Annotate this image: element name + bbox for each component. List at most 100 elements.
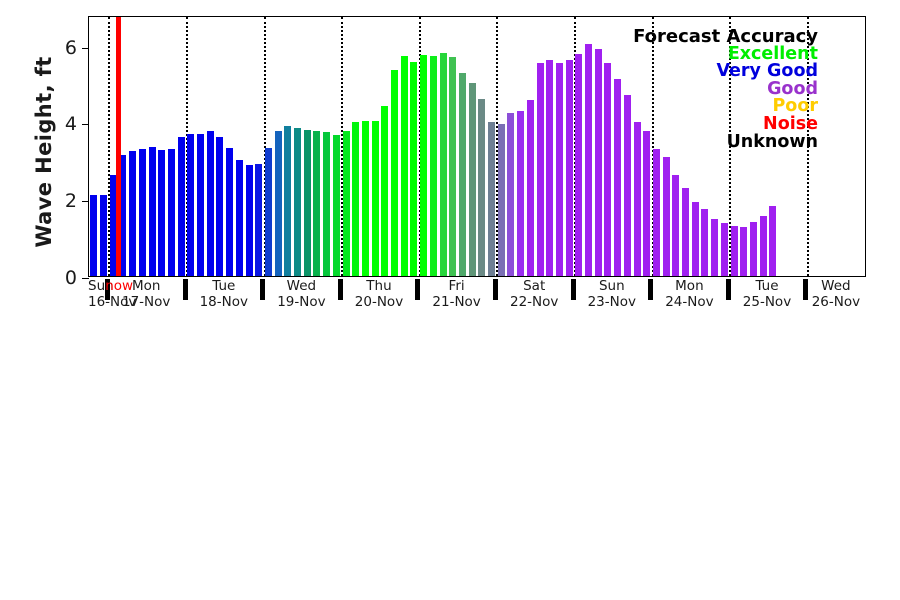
bar bbox=[614, 78, 622, 276]
x-axis-day-tick bbox=[415, 279, 421, 300]
bar bbox=[342, 131, 350, 276]
bar bbox=[439, 52, 447, 276]
bar bbox=[90, 194, 98, 276]
bar bbox=[206, 130, 214, 276]
day-of-week: Wed bbox=[286, 278, 317, 294]
bar bbox=[730, 226, 738, 276]
legend-items: Excellent Very Good Good Poor Noise Unknown bbox=[633, 43, 818, 152]
bar bbox=[507, 112, 515, 276]
day-date: 16-Nov bbox=[88, 293, 137, 310]
bar bbox=[604, 62, 612, 276]
y-tick-4 bbox=[82, 124, 89, 126]
bar bbox=[672, 174, 680, 276]
x-axis-day-label-23-Nov: Sun 23-Nov bbox=[573, 278, 651, 310]
day-of-week: Tue bbox=[755, 278, 779, 294]
x-axis-day-tick bbox=[725, 279, 731, 300]
day-date: 20-Nov bbox=[354, 293, 404, 310]
bar bbox=[526, 100, 534, 276]
bar bbox=[565, 60, 573, 276]
y-tick-label-0: 0 bbox=[64, 267, 77, 289]
legend: Forecast Accuracy Excellent Very Good Good… bbox=[633, 28, 818, 151]
bar bbox=[158, 149, 166, 276]
bar bbox=[119, 154, 127, 276]
bar bbox=[167, 148, 175, 276]
y-tick-label-4: 4 bbox=[64, 113, 77, 136]
bar bbox=[662, 157, 670, 276]
day-of-week: Wed bbox=[821, 278, 851, 294]
day-separator bbox=[574, 17, 576, 276]
x-axis-day-label-18-Nov: Tue 18-Nov bbox=[185, 278, 263, 310]
day-date: 21-Nov bbox=[432, 293, 481, 310]
y-tick-2 bbox=[82, 201, 89, 203]
bar bbox=[381, 106, 389, 276]
bar bbox=[740, 227, 748, 276]
bar bbox=[352, 122, 360, 276]
bar bbox=[274, 130, 282, 276]
bar bbox=[478, 99, 486, 276]
day-date: 19-Nov bbox=[277, 293, 326, 310]
bar bbox=[488, 121, 496, 276]
day-date: 26-Nov bbox=[811, 293, 861, 310]
x-axis-day-tick bbox=[182, 279, 188, 300]
legend-title: Forecast Accuracy bbox=[633, 26, 818, 47]
bar bbox=[517, 110, 525, 276]
bar bbox=[148, 146, 156, 276]
day-date: 22-Nov bbox=[509, 293, 559, 310]
day-date: 25-Nov bbox=[742, 293, 792, 310]
y-tick-6 bbox=[82, 47, 89, 49]
bar bbox=[400, 56, 408, 276]
x-axis-day-label-20-Nov: Thu 20-Nov bbox=[340, 278, 418, 310]
bar bbox=[138, 148, 146, 276]
bar bbox=[294, 128, 302, 276]
bar bbox=[255, 163, 263, 276]
x-axis-day-label-25-Nov: Tue 25-Nov bbox=[728, 278, 806, 310]
day-separator bbox=[418, 17, 421, 276]
bar bbox=[371, 120, 379, 276]
bar bbox=[546, 60, 554, 276]
bar bbox=[701, 209, 709, 276]
day-date: 23-Nov bbox=[587, 293, 636, 310]
bar bbox=[177, 137, 185, 276]
bar bbox=[100, 195, 108, 276]
x-axis: Sun 16-Nov Mon 17-Nov Tue 18-Nov Wed 19-Nov Thu 2… bbox=[88, 278, 866, 315]
bar bbox=[264, 148, 272, 276]
bar bbox=[391, 69, 399, 276]
bar bbox=[691, 201, 699, 276]
x-axis-day-label-24-Nov: Mon 24-Nov bbox=[651, 278, 729, 310]
bar bbox=[429, 55, 437, 276]
y-tick-0 bbox=[82, 278, 89, 279]
bar bbox=[594, 48, 602, 276]
day-date: 18-Nov bbox=[199, 293, 248, 310]
legend-item-good: Good bbox=[767, 78, 818, 99]
bar bbox=[361, 121, 369, 276]
bar bbox=[623, 94, 631, 276]
day-separator bbox=[806, 17, 809, 276]
legend-item-excellent: Excellent bbox=[727, 43, 818, 64]
bar bbox=[410, 61, 418, 276]
day-of-week: Sat bbox=[523, 278, 546, 294]
bar bbox=[313, 130, 321, 276]
x-axis-day-label-21-Nov: Fri 21-Nov bbox=[418, 278, 496, 310]
bar bbox=[497, 124, 505, 276]
legend-item-very-good: Very Good bbox=[716, 61, 818, 82]
x-axis-day-label-19-Nov: Wed 19-Nov bbox=[263, 278, 341, 310]
day-date: 24-Nov bbox=[665, 293, 714, 310]
legend-item-poor: Poor bbox=[772, 96, 818, 117]
bar-series bbox=[89, 17, 865, 276]
day-of-week: Tue bbox=[212, 278, 236, 294]
day-separator bbox=[651, 17, 654, 276]
bar bbox=[759, 215, 767, 276]
bar bbox=[284, 126, 292, 276]
x-axis-day-label-17-Nov: Mon 17-Nov bbox=[107, 278, 185, 310]
bar bbox=[187, 134, 195, 276]
day-of-week: Thu bbox=[366, 278, 392, 294]
day-separator bbox=[108, 17, 111, 276]
day-separator bbox=[496, 17, 499, 276]
day-of-week: Sun bbox=[88, 278, 114, 294]
bar bbox=[197, 134, 205, 276]
x-axis-day-label-22-Nov: Sat 22-Nov bbox=[495, 278, 573, 310]
x-axis-day-tick bbox=[260, 279, 266, 300]
bar bbox=[749, 222, 757, 276]
bar bbox=[575, 54, 583, 276]
